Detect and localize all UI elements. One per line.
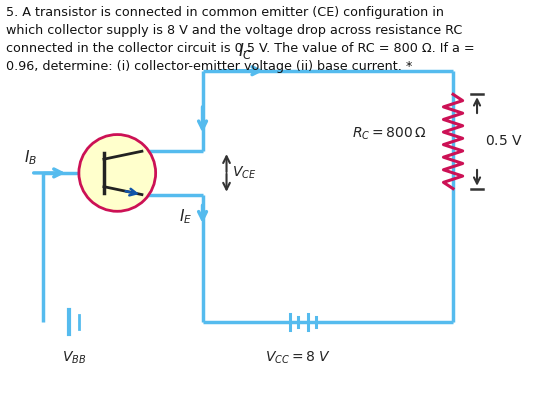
- Text: 5. A transistor is connected in common emitter (CE) configuration in
which colle: 5. A transistor is connected in common e…: [6, 6, 475, 73]
- Text: $0.5$ V: $0.5$ V: [485, 134, 523, 149]
- Text: $V_{CE}$: $V_{CE}$: [232, 165, 256, 181]
- Text: $I_C$: $I_C$: [238, 41, 253, 61]
- Text: $V_{CC}= 8$ V: $V_{CC}= 8$ V: [265, 350, 332, 366]
- Ellipse shape: [79, 134, 156, 211]
- Text: $R_C= 800\,\Omega$: $R_C= 800\,\Omega$: [352, 125, 426, 142]
- Text: $I_E$: $I_E$: [179, 207, 192, 226]
- Text: $V_{BB}$: $V_{BB}$: [62, 350, 87, 366]
- Text: $I_B$: $I_B$: [24, 148, 37, 167]
